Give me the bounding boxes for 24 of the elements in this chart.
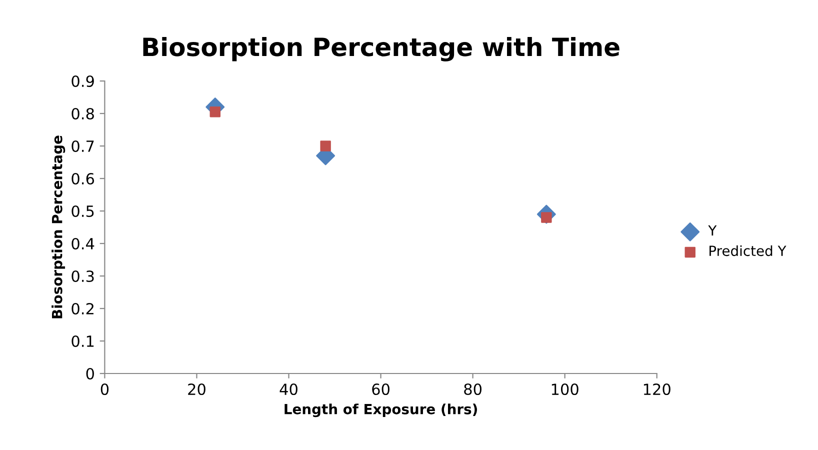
y-tick-label: 0.3 xyxy=(72,270,94,282)
chart-title: Biosorption Percentage with Time xyxy=(143,37,620,62)
y-tick-label: 0.8 xyxy=(72,108,94,120)
y-tick-label: 0.2 xyxy=(72,302,94,315)
point xyxy=(210,106,220,118)
y-tick-label: 0.6 xyxy=(72,172,94,185)
y-tick-label: 0.5 xyxy=(72,205,94,218)
y-tick-label: 0.4 xyxy=(72,238,94,250)
x-tick-label: 120 xyxy=(644,383,670,396)
y-tick-label: 0.9 xyxy=(72,75,94,88)
x-tick-label: 60 xyxy=(372,383,390,396)
x-tick-label: 20 xyxy=(188,383,206,396)
x-tick-label: 40 xyxy=(280,383,298,396)
y-tick-label: 0 xyxy=(86,368,94,380)
x-axis-title: Length of Exposure (hrs) xyxy=(284,404,477,418)
legend-label: Predicted Y xyxy=(710,245,786,256)
y-axis-title: Biosorption Percentage xyxy=(52,136,66,318)
y-tick-label: 0.7 xyxy=(72,140,94,152)
point xyxy=(320,140,331,152)
legend-label: Y xyxy=(708,225,717,236)
y-tick-label: 0.1 xyxy=(72,335,94,348)
x-tick-label: 0 xyxy=(100,383,109,396)
x-tick-label: 100 xyxy=(552,383,578,396)
x-tick-label: 80 xyxy=(464,383,482,396)
